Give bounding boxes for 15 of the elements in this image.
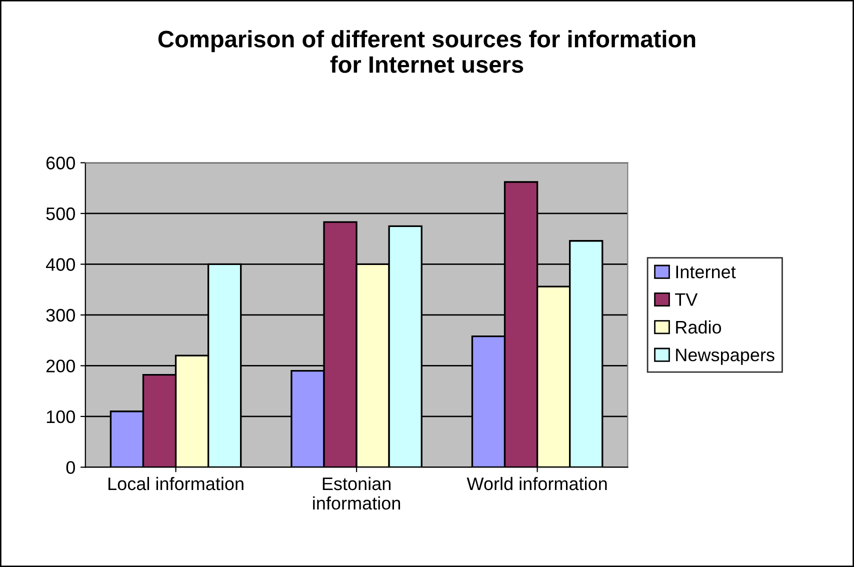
y-tick-label: 200 bbox=[46, 360, 75, 372]
y-tick-label: 600 bbox=[46, 156, 75, 170]
chart-title: Comparison of different sources for information for Internet users bbox=[158, 30, 696, 73]
y-tick-label: 500 bbox=[46, 207, 75, 220]
legend-label: Internet bbox=[676, 266, 736, 278]
y-tick-label: 100 bbox=[46, 410, 75, 424]
x-tick-label: World information bbox=[466, 476, 607, 490]
y-tick-label: 300 bbox=[46, 308, 75, 322]
x-tick-label: Local information bbox=[108, 476, 244, 490]
x-tick-label: Estonian information bbox=[313, 476, 400, 510]
legend-label: Newspapers bbox=[676, 348, 774, 365]
y-tick-label: 0 bbox=[66, 461, 75, 474]
y-tick-label: 400 bbox=[46, 258, 75, 271]
legend-label: TV bbox=[675, 293, 698, 306]
legend-label: Radio bbox=[676, 320, 722, 334]
